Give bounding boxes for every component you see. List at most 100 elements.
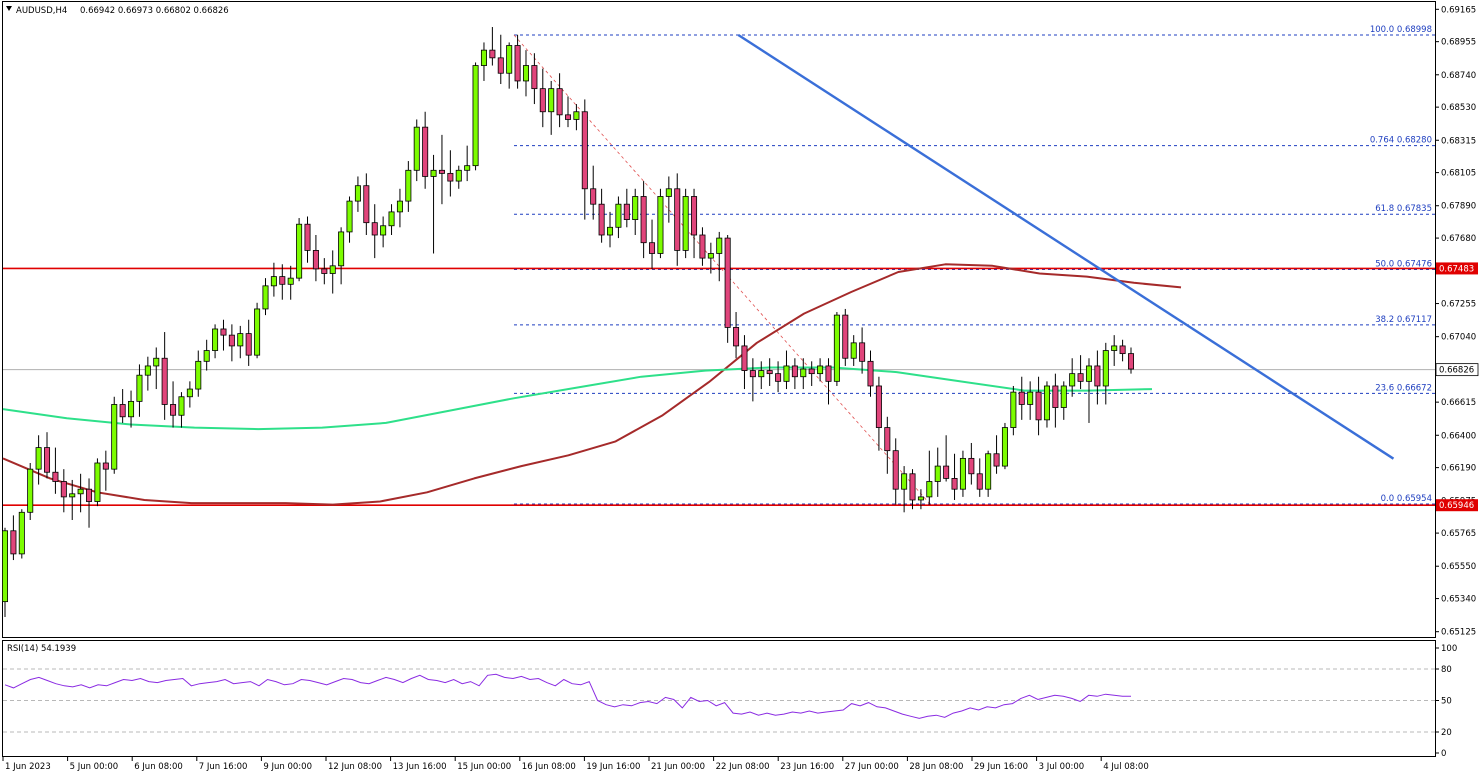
bear-candle xyxy=(539,68,546,128)
rsi-pane-frame xyxy=(2,640,1436,757)
bear-candle xyxy=(556,73,563,128)
bull-candle xyxy=(27,463,34,520)
bear-candle xyxy=(321,258,328,285)
bull-candle xyxy=(1010,385,1017,436)
time-tick-label: 12 Jun 08:00 xyxy=(328,762,382,772)
rsi-tick-label: 50 xyxy=(1441,697,1452,707)
bull-candle xyxy=(94,458,101,507)
bull-candle xyxy=(1001,422,1008,470)
bull-candle xyxy=(195,350,202,397)
bear-candle xyxy=(514,34,521,89)
bull-candle xyxy=(270,262,277,297)
bull-candle xyxy=(833,312,840,386)
price-tick-label: 0.68955 xyxy=(1441,38,1476,48)
bull-candle xyxy=(665,176,672,223)
bull-candle xyxy=(850,335,857,366)
bear-candle xyxy=(766,358,773,386)
bull-candle xyxy=(338,227,345,285)
bear-candle xyxy=(581,99,588,220)
bull-candle xyxy=(237,325,244,359)
trendline-layer[interactable] xyxy=(737,34,1395,460)
time-tick-label: 22 Jun 08:00 xyxy=(716,762,770,772)
bull-candle xyxy=(506,42,513,89)
bull-candle xyxy=(405,161,412,212)
bull-candle xyxy=(1,527,9,618)
horizontal-levels xyxy=(3,267,1435,507)
time-tick-label: 29 Jun 16:00 xyxy=(974,762,1028,772)
svg-text:0.66826: 0.66826 xyxy=(1439,366,1474,376)
bull-candle xyxy=(35,435,42,485)
bull-candle xyxy=(380,216,387,248)
bull-candle xyxy=(682,188,689,259)
price-tick-label: 0.65125 xyxy=(1441,628,1476,638)
bull-candle xyxy=(480,42,487,81)
bear-candle xyxy=(623,188,630,228)
bear-candle xyxy=(993,435,1000,474)
svg-text:0.67483: 0.67483 xyxy=(1439,264,1474,274)
bear-candle xyxy=(691,188,698,259)
fib-level-label: 38.2 0.67117 xyxy=(1375,315,1432,325)
fib-level-label: 0.764 0.68280 xyxy=(1370,136,1432,146)
bull-candle xyxy=(346,196,353,243)
price-tick-label: 0.66400 xyxy=(1441,431,1476,441)
price-tick-label: 0.68740 xyxy=(1441,71,1476,81)
bear-candle xyxy=(245,319,252,366)
time-tick-label: 9 Jun 00:00 xyxy=(263,762,312,772)
bear-candle xyxy=(363,173,370,235)
support-price-tag: 0.65946 xyxy=(1436,499,1478,512)
bull-candle xyxy=(657,188,664,259)
bear-candle xyxy=(371,204,378,259)
fast-moving-average xyxy=(2,366,1153,431)
bear-candle xyxy=(884,416,891,474)
time-tick-label: 4 Jul 08:00 xyxy=(1103,762,1149,772)
bull-candle xyxy=(959,450,966,497)
bear-candle xyxy=(279,264,286,300)
bull-candle xyxy=(783,350,790,390)
bull-candle xyxy=(455,165,462,189)
bearish-trendline[interactable] xyxy=(737,34,1395,460)
bull-candle xyxy=(296,218,303,282)
bear-candle xyxy=(909,469,916,510)
ohlc-values: 0.66942 0.66973 0.66802 0.66826 xyxy=(80,6,229,16)
price-tick-label: 0.68530 xyxy=(1441,103,1476,113)
bull-candle xyxy=(430,154,437,254)
symbol-label: AUDUSD,H4 xyxy=(16,6,67,16)
bull-candle xyxy=(817,358,824,382)
time-tick-label: 27 Jun 00:00 xyxy=(845,762,899,772)
price-tick-label: 0.65340 xyxy=(1441,595,1476,605)
bear-candle xyxy=(102,450,109,491)
bear-candle xyxy=(892,438,899,505)
collapse-arrow-icon[interactable] xyxy=(6,6,12,11)
bull-candle xyxy=(128,390,135,428)
rsi-indicator: RSI(14) 54.1939 100 80 50 20 0 xyxy=(3,644,1457,759)
bear-candle xyxy=(86,478,93,528)
bull-candle xyxy=(354,176,361,212)
bear-candle xyxy=(791,358,798,390)
bull-candle xyxy=(1027,381,1034,420)
bull-candle xyxy=(144,356,151,391)
bear-candle xyxy=(741,335,748,390)
rsi-tick-label: 80 xyxy=(1441,665,1452,675)
price-tick-label: 0.67255 xyxy=(1441,300,1476,310)
bear-candle xyxy=(1035,376,1042,436)
time-tick-label: 21 Jun 00:00 xyxy=(651,762,705,772)
bear-candle xyxy=(943,435,950,482)
bear-candle xyxy=(497,34,504,85)
price-tick-label: 0.68315 xyxy=(1441,136,1476,146)
price-tick-label: 0.65550 xyxy=(1441,562,1476,572)
bull-candle xyxy=(758,361,765,390)
bull-candle xyxy=(396,188,403,228)
bear-candle xyxy=(598,188,605,243)
bull-candle xyxy=(136,364,143,417)
bear-candle xyxy=(119,389,126,423)
price-pane-frame xyxy=(2,1,1436,638)
bull-candle xyxy=(1043,381,1050,428)
bull-candle xyxy=(69,479,76,520)
time-tick-label: 15 Jun 00:00 xyxy=(457,762,511,772)
bull-candle xyxy=(186,381,193,408)
rsi-tick-label: 100 xyxy=(1441,644,1457,654)
bull-candle xyxy=(178,392,185,428)
bull-candle xyxy=(1085,358,1092,423)
bear-candle xyxy=(44,432,51,479)
